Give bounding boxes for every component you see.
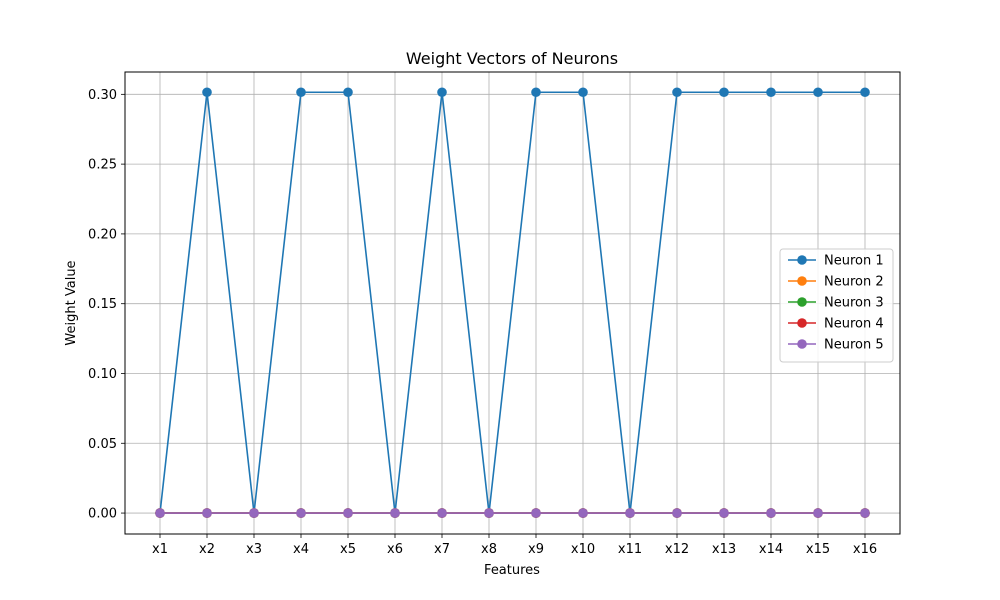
data-point <box>484 508 494 518</box>
series-line <box>159 91 865 514</box>
x-tick-label: x2 <box>199 542 215 557</box>
x-axis-label: Features <box>484 563 540 578</box>
y-axis-label: Weight Value <box>64 260 79 345</box>
x-tick-label: x7 <box>434 542 450 557</box>
data-point <box>860 508 870 518</box>
legend-label: Neuron 3 <box>824 296 884 311</box>
x-tick-label: x1 <box>152 542 168 557</box>
legend: Neuron 1 Neuron 2 Neuron 3 Neuron 4 Neuron 5 <box>779 248 894 363</box>
legend-label: Neuron 1 <box>824 254 884 269</box>
x-axis: x1 x2 x3 x4 x5 x6 x7 x8 x9 x10 x11 x12 x13 x14 x15 x16 <box>152 534 877 557</box>
y-tick-label: 0.30 <box>88 88 117 103</box>
x-tick-label: x9 <box>528 542 544 557</box>
y-tick-label: 0.20 <box>88 227 117 242</box>
legend-marker <box>797 255 807 265</box>
legend-marker <box>797 339 807 349</box>
data-point <box>813 508 823 518</box>
chart-title: Weight Vectors of Neurons <box>406 49 618 68</box>
x-tick-label: x4 <box>293 542 309 557</box>
data-point <box>249 508 259 518</box>
data-point <box>766 508 776 518</box>
legend-item: Neuron 3 <box>788 296 884 311</box>
data-point <box>343 508 353 518</box>
legend-label: Neuron 4 <box>824 317 884 332</box>
x-tick-label: x11 <box>618 542 642 557</box>
data-point <box>672 87 682 98</box>
x-tick-label: x12 <box>665 542 689 557</box>
data-point <box>578 87 588 98</box>
legend-item: Neuron 4 <box>788 317 884 332</box>
legend-label: Neuron 5 <box>824 338 884 353</box>
data-point <box>202 87 212 98</box>
legend-marker <box>797 318 807 328</box>
data-point <box>437 508 447 518</box>
x-tick-label: x10 <box>571 542 595 557</box>
data-point <box>531 508 541 518</box>
legend-item: Neuron 1 <box>788 254 884 269</box>
legend-label: Neuron 2 <box>824 275 884 290</box>
legend-marker <box>797 276 807 286</box>
x-tick-label: x14 <box>759 542 783 557</box>
series-group <box>155 87 870 518</box>
data-point <box>296 87 306 98</box>
data-point <box>437 87 447 98</box>
plot-frame <box>124 71 901 535</box>
x-tick-label: x3 <box>246 542 262 557</box>
data-point <box>390 508 400 518</box>
data-point <box>719 87 729 98</box>
data-point <box>578 508 588 518</box>
y-tick-label: 0.00 <box>88 507 117 522</box>
x-tick-label: x16 <box>853 542 877 557</box>
x-tick-label: x15 <box>806 542 830 557</box>
y-tick-label: 0.05 <box>88 437 117 452</box>
data-point <box>813 87 823 98</box>
legend-marker <box>797 297 807 307</box>
y-tick-label: 0.25 <box>88 158 117 173</box>
x-tick-label: x6 <box>387 542 403 557</box>
data-point <box>625 508 635 518</box>
data-point <box>343 87 353 98</box>
data-point <box>672 508 682 518</box>
x-tick-label: x13 <box>712 542 736 557</box>
data-point <box>531 87 541 98</box>
data-point <box>155 508 165 518</box>
y-tick-label: 0.10 <box>88 367 117 382</box>
data-point <box>766 87 776 98</box>
y-tick-label: 0.15 <box>88 297 117 312</box>
legend-box <box>779 248 894 363</box>
legend-item: Neuron 2 <box>788 275 884 290</box>
legend-item: Neuron 5 <box>788 338 884 353</box>
series-5 <box>155 508 870 518</box>
data-point <box>296 508 306 518</box>
data-point <box>860 87 870 98</box>
data-point <box>202 508 212 518</box>
y-axis: 0.00 0.05 0.10 0.15 0.20 0.25 0.30 <box>88 88 125 522</box>
x-tick-label: x8 <box>481 542 497 557</box>
data-point <box>719 508 729 518</box>
x-tick-label: x5 <box>340 542 356 557</box>
series-1 <box>155 87 870 518</box>
